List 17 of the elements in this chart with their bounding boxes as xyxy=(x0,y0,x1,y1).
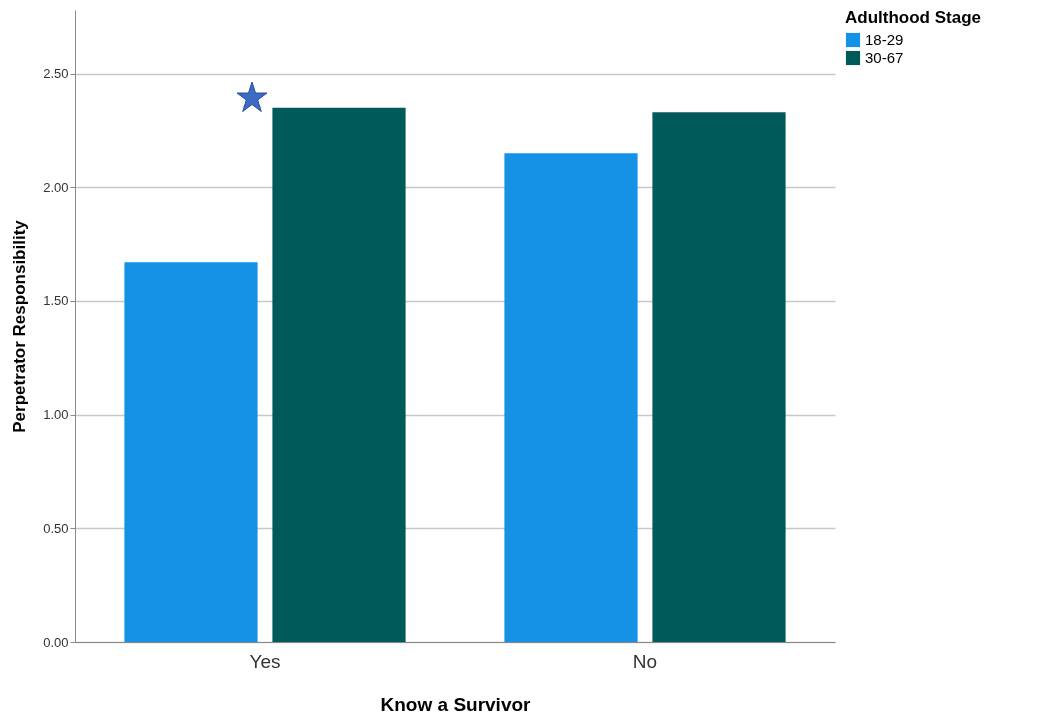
y-tick-label: 0.50 xyxy=(43,520,69,536)
bar xyxy=(272,107,406,642)
x-axis-title: Know a Survivor xyxy=(380,693,532,715)
y-tick-label: 2.50 xyxy=(43,66,69,82)
x-tick-label: Yes xyxy=(249,650,281,672)
bar xyxy=(124,262,258,642)
y-tick-label: 2.00 xyxy=(43,179,69,195)
bar xyxy=(652,112,786,642)
legend-label: 18-29 xyxy=(865,31,904,48)
legend-title: Adulthood Stage xyxy=(845,8,981,27)
y-tick-label: 1.00 xyxy=(43,407,69,423)
x-tick-label: No xyxy=(632,650,658,672)
bar xyxy=(504,153,638,642)
y-tick-label: 1.50 xyxy=(43,293,69,309)
y-axis-title: Perpetrator Responsibility xyxy=(10,219,30,433)
y-tick-label: 0.00 xyxy=(43,634,69,650)
legend-label: 30-67 xyxy=(865,49,904,66)
